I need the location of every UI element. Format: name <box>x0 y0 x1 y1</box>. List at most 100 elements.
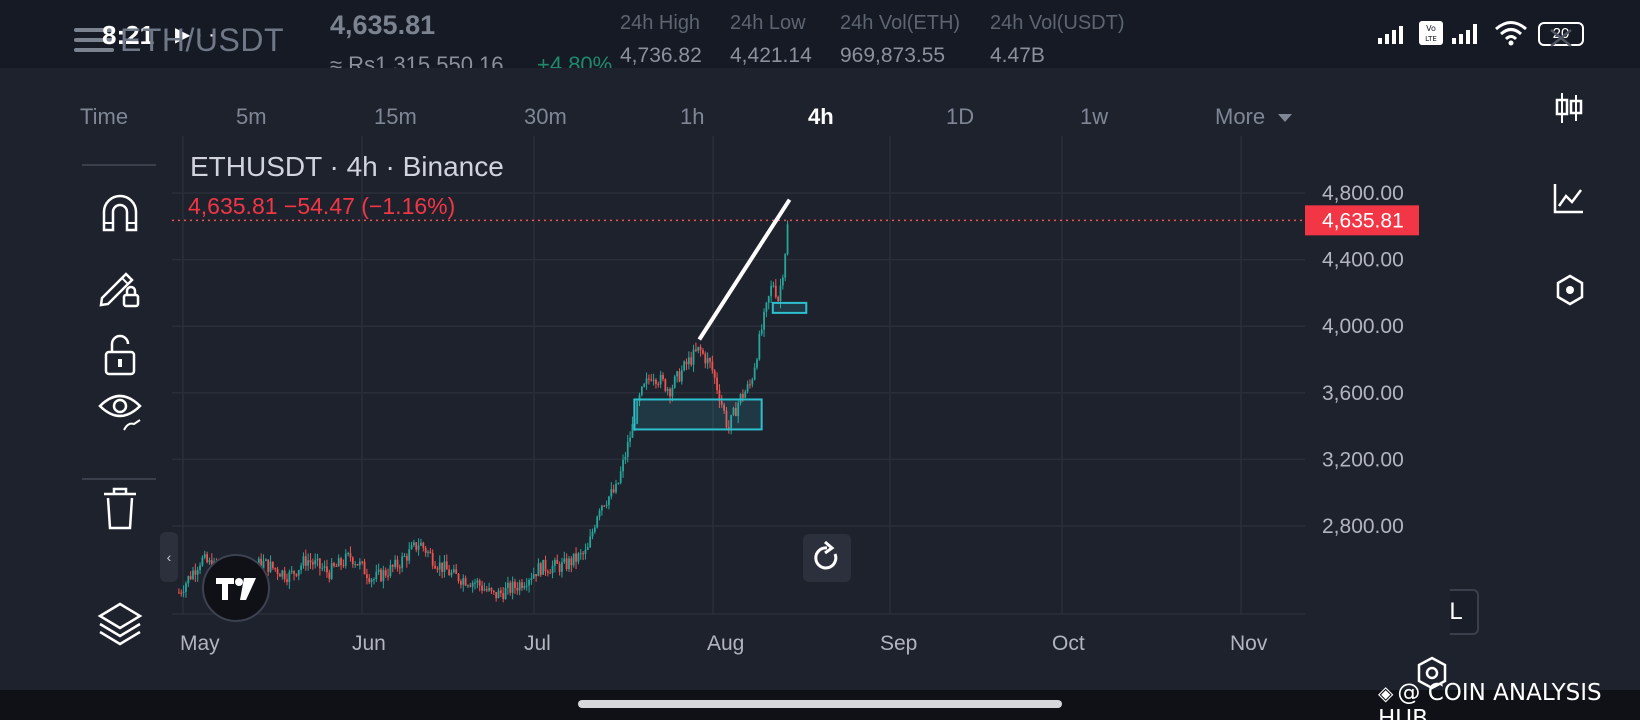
candle-body <box>525 585 528 587</box>
candle-body <box>269 561 272 572</box>
candle-body <box>617 482 620 484</box>
reset-chart-button[interactable] <box>803 534 851 582</box>
candle-body <box>704 353 707 364</box>
candle-body <box>742 393 744 398</box>
candle-body <box>276 569 279 575</box>
candle-body <box>582 553 585 555</box>
signal-icon-2 <box>1452 24 1477 44</box>
candle-body <box>415 542 418 550</box>
candle-body <box>274 567 277 570</box>
candle-body <box>749 384 751 386</box>
candle-body <box>267 559 270 572</box>
candle-body <box>492 590 495 593</box>
candle-body <box>429 551 432 554</box>
candle-body <box>342 565 345 567</box>
candle-body <box>297 570 300 576</box>
candle-body <box>314 560 317 565</box>
candle-body <box>711 361 714 371</box>
candle-body <box>368 578 371 582</box>
menu-icon[interactable] <box>74 28 114 56</box>
candle-body <box>199 565 201 571</box>
candle-body <box>565 558 568 570</box>
x-axis-tick-label: Jul <box>524 632 551 655</box>
candle-body <box>375 571 378 580</box>
eye-brush-icon[interactable] <box>96 386 144 434</box>
candle-body <box>354 564 357 566</box>
candle-body <box>201 557 204 566</box>
candle-body <box>387 575 389 577</box>
y-axis-tick-label: 4,000.00 <box>1322 315 1404 338</box>
candle-body <box>509 582 512 593</box>
candle-body <box>683 361 686 371</box>
interval-more-label: More <box>1215 104 1266 129</box>
battery-level: 20 <box>1552 25 1570 42</box>
candle-body <box>521 582 523 588</box>
candle-body <box>396 559 399 568</box>
candle-body <box>321 567 324 569</box>
pair-title[interactable]: ETH/USDT <box>120 22 284 58</box>
chart-legend-price: 4,635.81 −54.47 (−1.16%) <box>188 193 455 219</box>
home-indicator[interactable] <box>578 700 1062 708</box>
candle-body <box>293 570 295 574</box>
candle-body <box>180 592 183 594</box>
last-price: 4,635.81 <box>330 10 436 40</box>
trash-icon[interactable] <box>96 484 144 532</box>
status-extra-icons: ▶ · · <box>175 24 215 46</box>
candle-body <box>351 557 354 565</box>
unlock-icon[interactable] <box>96 330 144 378</box>
candles-icon[interactable] <box>1555 92 1583 124</box>
interval-time[interactable]: Time <box>80 104 129 129</box>
candle-body <box>504 587 507 600</box>
interval-15m[interactable]: 15m <box>374 104 417 129</box>
candle-body <box>370 579 373 582</box>
close-icon[interactable] <box>1548 28 1574 48</box>
interval-more[interactable]: More <box>1215 104 1293 130</box>
candle-body <box>316 558 319 561</box>
interval-4h[interactable]: 4h <box>808 104 834 129</box>
price-chart[interactable]: 4,800.00 4,400.00 4,000.00 3,600.00 3,200.00… <box>0 136 1450 690</box>
candle-body <box>784 254 787 278</box>
candle-body <box>441 562 444 572</box>
right-rail <box>1450 68 1640 690</box>
candle-body <box>502 592 505 600</box>
candle-body <box>598 510 601 517</box>
interval-5m[interactable]: 5m <box>236 104 267 129</box>
candle-body <box>194 570 197 575</box>
candle-body <box>537 563 540 577</box>
magnet-icon[interactable] <box>96 190 144 238</box>
candle-body <box>523 586 526 588</box>
interval-1d[interactable]: 1D <box>946 104 975 129</box>
candle-body <box>460 581 462 585</box>
indicators-icon[interactable] <box>1553 182 1585 214</box>
toolbar-collapse-handle[interactable]: ‹ <box>160 532 178 582</box>
interval-1w[interactable]: 1w <box>1080 104 1109 129</box>
signal-icon <box>1378 26 1403 44</box>
candle-body <box>337 558 340 567</box>
candle-body <box>511 581 514 593</box>
candle-body <box>765 302 768 312</box>
candle-body <box>737 402 740 417</box>
interval-1h[interactable]: 1h <box>680 104 705 129</box>
candle-body <box>488 588 491 591</box>
y-axis-tick-label: 3,200.00 <box>1322 448 1404 471</box>
candle-body <box>478 580 481 586</box>
stat-label-vol-eth: 24h Vol(ETH) <box>840 12 961 34</box>
layers-icon[interactable] <box>96 600 144 648</box>
candle-body <box>687 357 690 365</box>
chart-settings-icon[interactable] <box>1415 656 1449 690</box>
settings-hex-icon[interactable] <box>1555 274 1585 306</box>
candle-body <box>333 563 335 566</box>
candle-body <box>450 572 453 576</box>
candle-body <box>643 383 646 387</box>
pencil-lock-icon[interactable] <box>96 262 144 310</box>
candle-body <box>723 404 726 411</box>
candle-body <box>462 578 465 585</box>
candle-body <box>474 582 476 584</box>
interval-30m[interactable]: 30m <box>524 104 567 129</box>
candle-body <box>286 579 288 582</box>
binance-logo-icon: ◈ <box>1378 681 1394 705</box>
candle-body <box>577 553 580 562</box>
candle-body <box>335 565 338 567</box>
candle-body <box>436 568 439 570</box>
x-axis-tick-label: Aug <box>707 632 744 655</box>
